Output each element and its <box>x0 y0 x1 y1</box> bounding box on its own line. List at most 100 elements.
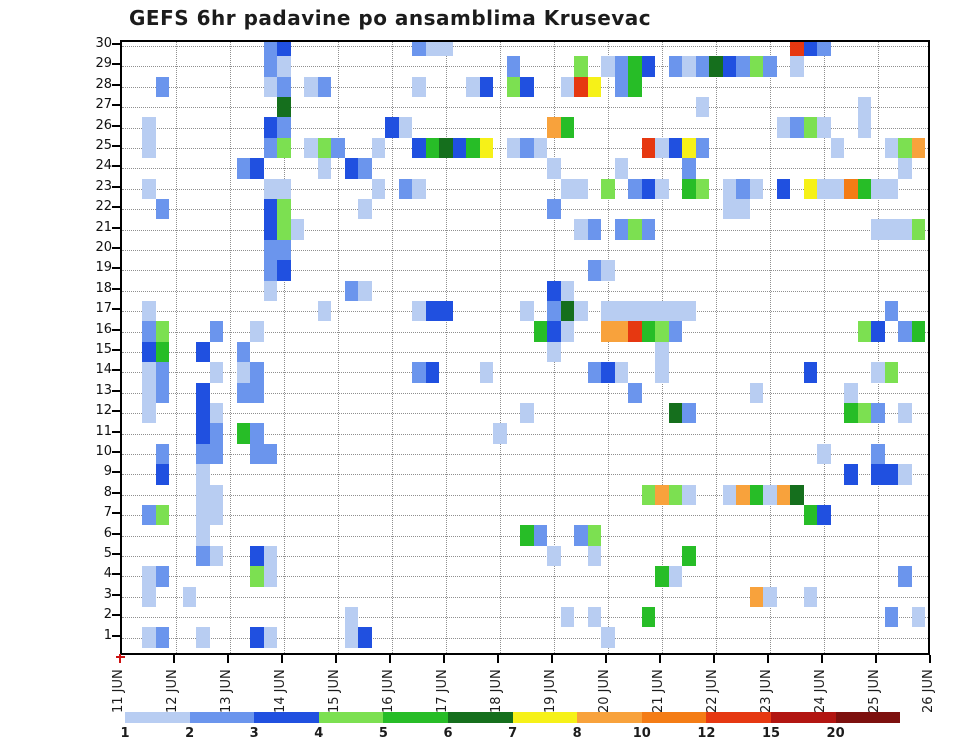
gridline-day <box>176 42 177 653</box>
heatmap-cell <box>817 42 831 57</box>
heatmap-cell <box>628 321 642 342</box>
y-axis-label: 26 <box>95 117 112 133</box>
heatmap-cell <box>155 566 170 587</box>
heatmap-cell <box>358 199 372 220</box>
y-axis-tick <box>112 43 120 45</box>
heatmap-cell <box>263 137 278 159</box>
heatmap-cell <box>412 362 426 383</box>
heatmap-cell <box>871 321 885 342</box>
gridline-day <box>446 42 447 653</box>
heatmap-cell <box>209 362 224 383</box>
heatmap-cell <box>277 42 291 57</box>
heatmap-cell <box>655 566 669 587</box>
heatmap-cell <box>466 76 480 97</box>
y-axis-label: 18 <box>95 280 112 296</box>
x-axis-tick <box>821 655 823 663</box>
chart-title: GEFS 6hr padavine po ansamblima Krusevac <box>129 6 652 30</box>
heatmap-cell <box>263 239 278 261</box>
x-axis-tick <box>227 655 229 663</box>
heatmap-cell <box>452 137 467 159</box>
heatmap-cell <box>668 484 683 505</box>
heatmap-cell <box>479 362 494 383</box>
heatmap-cell <box>250 158 264 179</box>
heatmap-cell <box>817 178 831 199</box>
x-axis-label: 19 JUN <box>543 669 558 713</box>
heatmap-cell <box>277 260 291 281</box>
y-axis-tick <box>112 267 120 270</box>
heatmap-cell <box>587 607 602 628</box>
heatmap-cell <box>371 178 386 199</box>
heatmap-cell <box>250 443 264 465</box>
heatmap-cell <box>830 137 845 159</box>
colorbar-segment <box>577 712 642 723</box>
y-axis-label: 1 <box>103 627 112 643</box>
heatmap-cell <box>493 423 507 444</box>
heatmap-cell <box>344 607 359 628</box>
gridline-day <box>608 42 609 653</box>
heatmap-cell <box>547 199 561 220</box>
y-axis-label: 24 <box>95 158 112 174</box>
x-axis-tick <box>659 655 661 663</box>
heatmap-cell <box>290 219 305 240</box>
x-axis-tick <box>875 655 877 663</box>
heatmap-cell <box>209 403 224 424</box>
heatmap-cell <box>250 566 264 587</box>
heatmap-cell <box>601 56 615 77</box>
heatmap-cell <box>803 586 818 607</box>
heatmap-cell <box>142 178 156 199</box>
gridline-row <box>122 66 928 68</box>
heatmap-cell <box>857 178 872 199</box>
heatmap-cell <box>142 586 156 607</box>
heatmap-cell <box>655 301 669 322</box>
heatmap-cell <box>749 382 764 403</box>
x-axis-tick <box>281 655 283 663</box>
heatmap-cell <box>682 56 696 77</box>
gridline-row <box>122 576 928 578</box>
heatmap-cell <box>871 403 885 424</box>
x-axis-tick <box>551 655 553 663</box>
heatmap-cell <box>182 586 197 607</box>
y-axis-tick <box>112 349 120 351</box>
y-axis-tick <box>112 247 120 249</box>
colorbar-label: 8 <box>572 726 582 741</box>
heatmap-cell <box>574 219 588 240</box>
heatmap-cell <box>587 76 602 97</box>
heatmap-cell <box>479 76 494 97</box>
heatmap-cell <box>898 321 912 342</box>
x-axis-label: 12 JUN <box>165 669 180 713</box>
heatmap-cell <box>803 178 818 199</box>
x-axis-label: 15 JUN <box>327 669 342 713</box>
y-axis-label: 12 <box>95 403 112 419</box>
heatmap-cell <box>506 76 521 97</box>
heatmap-cell <box>250 627 264 648</box>
heatmap-cell <box>277 219 291 240</box>
heatmap-cell <box>155 199 170 220</box>
heatmap-cell <box>641 178 656 199</box>
heatmap-cell <box>695 178 710 199</box>
heatmap-cell <box>209 443 224 465</box>
colorbar-segment <box>706 712 771 723</box>
colorbar-segment <box>641 712 707 723</box>
heatmap-cell <box>412 178 426 199</box>
heatmap-cell <box>236 341 251 363</box>
heatmap-cell <box>250 382 264 403</box>
heatmap-cell <box>668 403 683 424</box>
heatmap-cell <box>439 42 453 57</box>
y-axis-label: 13 <box>95 382 112 398</box>
heatmap-cell <box>263 117 278 138</box>
x-axis-label: 13 JUN <box>219 669 234 713</box>
y-axis-tick <box>112 593 120 596</box>
heatmap-cell <box>695 97 710 118</box>
heatmap-cell <box>844 464 858 485</box>
heatmap-cell <box>817 443 831 465</box>
colorbar-label: 10 <box>632 726 651 741</box>
heatmap-cell <box>560 117 575 138</box>
heatmap-cell <box>614 362 629 383</box>
heatmap-cell <box>844 178 858 199</box>
heatmap-cell <box>749 586 764 607</box>
y-axis-tick <box>112 328 120 331</box>
y-axis-tick <box>112 165 120 168</box>
gridline-day <box>230 42 231 653</box>
heatmap-cell <box>317 158 332 179</box>
x-axis-tick <box>713 655 715 663</box>
